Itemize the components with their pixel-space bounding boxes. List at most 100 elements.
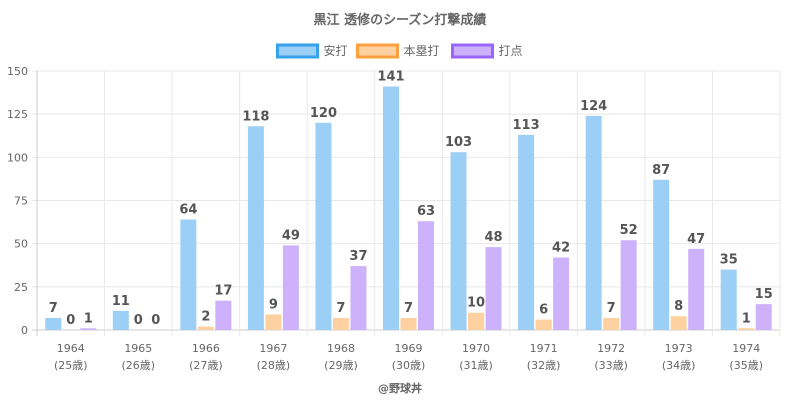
legend-label: 打点 — [499, 44, 523, 58]
data-label: 7 — [607, 301, 616, 316]
data-label: 52 — [620, 223, 638, 238]
legend-label: 本塁打 — [404, 44, 440, 58]
data-label: 63 — [417, 204, 435, 219]
bar[interactable] — [620, 240, 637, 330]
bar[interactable] — [215, 300, 232, 330]
x-tick-label: 1969 — [395, 342, 423, 355]
data-label: 118 — [242, 109, 269, 124]
bar[interactable] — [247, 126, 264, 331]
data-label: 1 — [84, 311, 93, 326]
bar[interactable] — [603, 317, 620, 330]
data-label: 6 — [539, 303, 548, 318]
data-label: 0 — [151, 313, 160, 328]
x-tick-label: 1968 — [327, 342, 355, 355]
y-tick-label: 150 — [7, 65, 28, 78]
x-tick-label: 1967 — [259, 342, 287, 355]
data-label: 0 — [134, 313, 143, 328]
legend-item[interactable]: 本塁打 — [356, 43, 440, 59]
bar[interactable] — [553, 257, 570, 330]
bar[interactable] — [400, 317, 417, 330]
bar[interactable] — [468, 312, 485, 330]
y-tick-label: 50 — [14, 238, 28, 251]
legend-item[interactable]: 打点 — [451, 43, 523, 59]
x-tick-sublabel: (29歳) — [324, 359, 358, 372]
bar[interactable] — [180, 219, 197, 330]
data-label: 113 — [513, 118, 540, 133]
x-tick-sublabel: (32歳) — [527, 359, 561, 372]
y-tick-label: 100 — [7, 151, 28, 164]
data-label: 10 — [467, 296, 485, 311]
y-tick-label: 125 — [7, 108, 28, 121]
bar[interactable] — [418, 221, 434, 330]
data-label: 7 — [404, 301, 413, 316]
x-tick-label: 1964 — [57, 342, 85, 355]
x-tick-sublabel: (34歳) — [662, 359, 696, 372]
x-tick-sublabel: (27歳) — [189, 359, 223, 372]
bar[interactable] — [112, 311, 129, 330]
x-tick-sublabel: (25歳) — [54, 359, 88, 372]
bar[interactable] — [688, 248, 705, 330]
bar[interactable] — [45, 317, 62, 330]
bar[interactable] — [450, 152, 467, 330]
data-label: 8 — [674, 299, 683, 314]
bar[interactable] — [720, 269, 737, 330]
bar[interactable] — [670, 316, 687, 330]
y-tick-label: 25 — [14, 281, 28, 294]
data-label: 37 — [349, 249, 367, 264]
bar[interactable] — [350, 266, 367, 330]
x-tick-sublabel: (33歳) — [594, 359, 628, 372]
bar[interactable] — [738, 328, 755, 330]
data-label: 1 — [742, 311, 751, 326]
bar[interactable] — [755, 304, 772, 330]
x-tick-sublabel: (31歳) — [459, 359, 493, 372]
x-tick-label: 1971 — [530, 342, 558, 355]
x-tick-label: 1974 — [732, 342, 760, 355]
bar[interactable] — [485, 247, 502, 330]
data-label: 48 — [484, 230, 502, 245]
x-tick-sublabel: (28歳) — [257, 359, 291, 372]
data-label: 141 — [377, 70, 404, 85]
data-label: 11 — [112, 294, 130, 309]
bar[interactable] — [197, 326, 214, 330]
data-label: 2 — [201, 310, 210, 325]
data-label: 42 — [552, 240, 570, 255]
bar[interactable] — [282, 245, 299, 330]
bar[interactable] — [383, 86, 399, 330]
bar[interactable] — [518, 134, 535, 330]
bar[interactable] — [265, 314, 282, 330]
legend-label: 安打 — [324, 43, 348, 58]
legend-item[interactable]: 安打 — [276, 43, 348, 59]
bar[interactable] — [585, 115, 602, 330]
data-label: 120 — [310, 106, 337, 121]
data-label: 17 — [214, 284, 232, 299]
data-label: 0 — [66, 313, 75, 328]
bars — [45, 86, 772, 331]
bar[interactable] — [80, 328, 97, 330]
x-axis-label: @野球丼 — [378, 381, 422, 395]
grid — [32, 70, 781, 336]
data-label: 49 — [282, 228, 300, 243]
x-tick-label: 1965 — [124, 342, 152, 355]
bar[interactable] — [653, 179, 670, 330]
data-label: 87 — [652, 163, 670, 178]
data-label: 7 — [336, 301, 345, 316]
y-tick-label: 0 — [21, 324, 28, 337]
x-tick-sublabel: (26歳) — [122, 359, 156, 372]
data-label: 35 — [720, 253, 738, 268]
bar[interactable] — [535, 319, 552, 330]
chart-title: 黒江 透修のシーズン打撃成績 — [314, 12, 487, 28]
bar[interactable] — [332, 317, 349, 330]
legend-swatch — [276, 43, 319, 59]
x-axis: 1964 (25歳) 1965 (26歳) 1966 (27歳) 1967 (28歳) 1968… — [54, 342, 763, 372]
y-tick-label: 75 — [14, 195, 28, 208]
x-tick-label: 1966 — [192, 342, 220, 355]
data-label: 64 — [179, 202, 197, 217]
bar[interactable] — [315, 122, 332, 330]
data-label: 9 — [269, 297, 278, 312]
x-tick-label: 1972 — [597, 342, 625, 355]
data-label: 124 — [580, 99, 607, 114]
legend-swatch — [356, 43, 399, 59]
data-label: 103 — [445, 135, 472, 150]
